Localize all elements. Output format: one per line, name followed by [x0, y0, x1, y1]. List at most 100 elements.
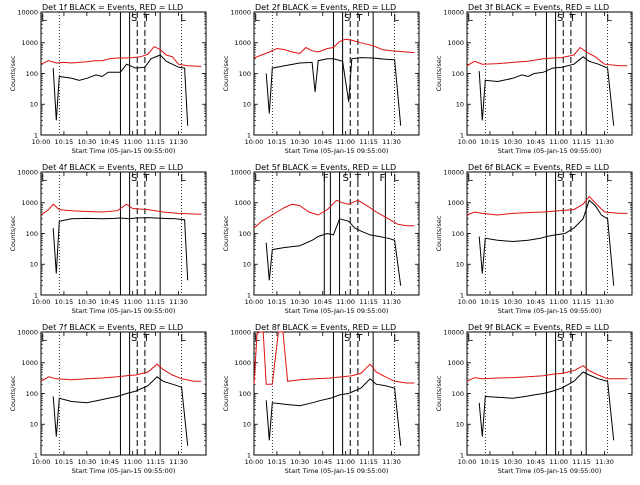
interval-marker: S — [131, 173, 137, 184]
y-tick-label: 100 — [452, 390, 464, 398]
interval-marker: T — [142, 13, 150, 24]
lld-series-line — [466, 365, 628, 382]
x-tick-label: 10:45 — [100, 298, 119, 306]
x-tick-label: 11:30 — [169, 138, 188, 146]
y-tick-label: 1000 — [447, 199, 464, 207]
x-tick-label: 11:30 — [382, 458, 401, 466]
chart-title: Det 8f BLACK = Events, RED = LLD — [255, 323, 396, 332]
interval-marker: F — [323, 173, 329, 184]
lld-series-line — [253, 331, 415, 385]
y-tick-label: 10 — [456, 101, 464, 109]
x-tick-label: 10:45 — [313, 458, 332, 466]
lld-series-line — [253, 38, 415, 59]
y-axis-label: Counts/sec — [9, 375, 17, 411]
interval-marker: L — [180, 333, 186, 344]
interval-marker: S — [344, 13, 350, 24]
x-tick-label: 10:00 — [458, 298, 477, 306]
x-tick-label: 11:00 — [336, 298, 355, 306]
interval-marker: T — [568, 173, 576, 184]
interval-marker: L — [180, 173, 186, 184]
x-tick-label: 10:00 — [245, 138, 264, 146]
events-series-line — [478, 371, 615, 441]
chart-panel-9: Det 9f BLACK = Events, RED = LLD 1 10 100 10… — [435, 323, 633, 475]
y-tick-label: 1 — [460, 451, 464, 459]
x-tick-label: 10:45 — [100, 458, 119, 466]
y-tick-label: 10 — [243, 261, 251, 269]
y-tick-label: 10 — [456, 421, 464, 429]
x-tick-label: 10:30 — [503, 138, 522, 146]
x-tick-label: 10:15 — [268, 458, 287, 466]
x-tick-label: 11:15 — [146, 138, 165, 146]
chart-title: Det 6f BLACK = Events, RED = LLD — [468, 163, 609, 172]
x-axis-label: Start Time (05-Jan-15 09:55:00) — [498, 307, 602, 315]
x-axis-label: Start Time (05-Jan-15 09:55:00) — [285, 307, 389, 315]
x-tick-label: 10:30 — [503, 298, 522, 306]
lld-series-line — [40, 203, 202, 216]
interval-marker: T — [142, 173, 150, 184]
y-tick-label: 10000 — [443, 328, 464, 336]
y-axis-label: Counts/sec — [222, 215, 230, 251]
interval-marker: S — [557, 173, 563, 184]
x-tick-label: 11:15 — [359, 298, 378, 306]
chart-title: Det 2f BLACK = Events, RED = LLD — [255, 3, 396, 12]
interval-marker: T — [355, 333, 363, 344]
x-axis-label: Start Time (05-Jan-15 09:55:00) — [72, 467, 176, 475]
y-tick-label: 10000 — [17, 328, 38, 336]
y-tick-label: 100 — [26, 230, 38, 238]
x-tick-label: 11:00 — [549, 298, 568, 306]
y-tick-label: 10 — [30, 101, 38, 109]
x-tick-label: 11:30 — [169, 298, 188, 306]
x-tick-label: 11:30 — [595, 298, 614, 306]
y-tick-label: 100 — [452, 70, 464, 78]
chart-panel-8: Det 8f BLACK = Events, RED = LLD 1 10 100 10… — [222, 323, 420, 475]
y-tick-label: 1000 — [447, 39, 464, 47]
interval-marker: L — [393, 333, 399, 344]
x-tick-label: 10:00 — [245, 458, 264, 466]
y-axis-label: Counts/sec — [435, 375, 443, 411]
events-series-line — [478, 56, 615, 126]
y-axis-label: Counts/sec — [222, 375, 230, 411]
x-axis-label: Start Time (05-Jan-15 09:55:00) — [498, 147, 602, 155]
interval-marker: T — [568, 13, 576, 24]
y-tick-label: 10000 — [443, 8, 464, 16]
y-tick-label: 1 — [247, 131, 251, 139]
chart-panel-7: Det 7f BLACK = Events, RED = LLD 1 10 100 10… — [9, 323, 207, 475]
y-tick-label: 1000 — [234, 359, 251, 367]
interval-marker: L — [41, 13, 47, 24]
interval-marker: L — [606, 333, 612, 344]
x-tick-label: 10:15 — [268, 138, 287, 146]
x-tick-label: 11:15 — [572, 458, 591, 466]
y-tick-label: 1 — [247, 451, 251, 459]
chart-title: Det 7f BLACK = Events, RED = LLD — [42, 323, 183, 332]
interval-marker: L — [606, 173, 612, 184]
x-tick-label: 10:30 — [77, 138, 96, 146]
x-tick-label: 11:00 — [123, 298, 142, 306]
x-tick-label: 10:30 — [503, 458, 522, 466]
chart-panel-6: Det 6f BLACK = Events, RED = LLD 1 10 100 10… — [435, 163, 633, 315]
y-tick-label: 1000 — [447, 359, 464, 367]
y-tick-label: 1 — [460, 291, 464, 299]
x-tick-label: 11:30 — [169, 458, 188, 466]
interval-marker: L — [467, 13, 473, 24]
x-axis-label: Start Time (05-Jan-15 09:55:00) — [285, 467, 389, 475]
y-tick-label: 1 — [34, 291, 38, 299]
interval-marker: F — [379, 173, 385, 184]
lld-series-line — [466, 46, 628, 67]
chart-panel-4: Det 4f BLACK = Events, RED = LLD 1 10 100 10… — [9, 163, 207, 315]
chart-title: Det 5f BLACK = Events, RED = LLD — [255, 163, 396, 172]
events-series-line — [52, 54, 189, 126]
y-axis-label: Counts/sec — [9, 215, 17, 251]
lld-series-line — [40, 45, 202, 67]
chart-panel-5: Det 5f BLACK = Events, RED = LLD 1 10 100 10… — [222, 163, 420, 315]
y-axis-label: Counts/sec — [435, 215, 443, 251]
x-tick-label: 10:45 — [313, 138, 332, 146]
interval-marker: S — [342, 173, 348, 184]
interval-marker: L — [180, 13, 186, 24]
x-tick-label: 11:00 — [123, 138, 142, 146]
lld-series-line — [466, 195, 628, 216]
chart-panel-2: Det 2f BLACK = Events, RED = LLD 1 10 100 10… — [222, 3, 420, 155]
x-tick-label: 10:00 — [458, 138, 477, 146]
y-tick-label: 1000 — [21, 199, 38, 207]
y-axis-label: Counts/sec — [222, 55, 230, 91]
